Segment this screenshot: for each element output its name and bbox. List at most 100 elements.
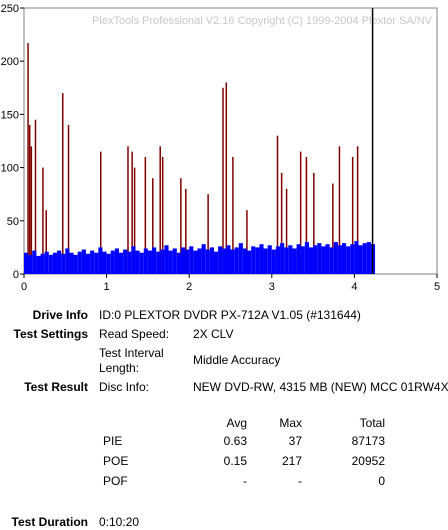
bar	[222, 248, 227, 274]
bar	[342, 243, 347, 274]
bar	[292, 248, 297, 274]
value: ID:0 PLEXTOR DVDR PX-712A V1.05 (#131644…	[99, 308, 361, 322]
bar	[189, 246, 194, 274]
bar	[218, 246, 223, 274]
bar	[185, 188, 187, 274]
bar	[296, 244, 301, 274]
y-tick-label: 100	[1, 163, 19, 175]
bar	[27, 43, 29, 274]
x-tick-label: 2	[186, 281, 192, 293]
stats-cell: PIE	[103, 434, 123, 448]
bar	[160, 249, 165, 274]
bar	[271, 249, 276, 274]
stats-cell: -	[243, 474, 247, 488]
bar	[350, 244, 355, 274]
watermark: PlexTools Professional V2.16 Copyright (…	[92, 15, 433, 27]
bar	[201, 244, 206, 274]
field: Test Interval Length:	[99, 346, 164, 375]
label: Test Settings	[13, 327, 88, 341]
bar	[143, 248, 148, 274]
bar	[44, 251, 49, 274]
bar	[127, 146, 129, 274]
bar	[172, 248, 177, 274]
bar	[313, 245, 318, 274]
bar	[67, 125, 70, 274]
bar	[168, 250, 173, 274]
stats-cell: POE	[103, 454, 129, 468]
bar	[225, 82, 228, 274]
bar	[284, 247, 289, 274]
bar	[362, 243, 367, 274]
value: 0:10:20	[99, 515, 140, 529]
bar	[114, 248, 119, 274]
bar	[45, 210, 47, 274]
bar	[61, 93, 64, 275]
bar	[366, 242, 371, 274]
bar	[77, 251, 82, 274]
bar	[230, 249, 235, 274]
label: Test Duration	[11, 515, 88, 529]
bar	[238, 243, 243, 274]
bar	[247, 250, 252, 274]
x-tick-label: 0	[21, 281, 27, 293]
bar	[246, 210, 248, 274]
bar	[329, 247, 334, 274]
bar	[263, 248, 268, 274]
bar	[127, 251, 132, 274]
value: 2X CLV	[193, 327, 234, 341]
bar	[321, 246, 326, 274]
bar	[52, 252, 58, 274]
bar	[34, 119, 37, 274]
bar	[159, 146, 161, 274]
bar	[337, 245, 343, 274]
bar	[133, 167, 136, 274]
bar	[85, 253, 91, 274]
bar	[313, 172, 315, 274]
bar	[81, 249, 86, 274]
label: Drive Info	[32, 308, 88, 322]
field: Read Speed:	[99, 327, 170, 341]
y-tick-label: 200	[1, 56, 19, 68]
bar	[222, 87, 224, 274]
bar	[259, 244, 264, 274]
bar	[285, 188, 288, 274]
plot-area	[23, 7, 438, 275]
bar	[305, 156, 308, 274]
bar	[139, 252, 144, 274]
stats-cell: Max	[279, 416, 302, 430]
bar	[48, 254, 53, 274]
x-tick-label: 1	[104, 281, 110, 293]
bar	[197, 248, 202, 274]
bar	[234, 247, 239, 274]
bar	[123, 249, 128, 274]
stats-cell: Total	[359, 416, 385, 430]
y-tick-label: 0	[13, 269, 19, 281]
bar	[299, 151, 302, 274]
bar	[144, 156, 147, 274]
bar	[226, 245, 231, 274]
bar	[152, 247, 157, 274]
stats-cell: 0	[378, 474, 385, 488]
bar	[90, 250, 95, 274]
bar	[161, 156, 164, 274]
x-tick-label: 5	[434, 281, 440, 293]
stats-cell: 20952	[351, 454, 385, 468]
y-tick-label: 250	[1, 3, 19, 15]
bar	[118, 252, 124, 274]
bar	[28, 254, 33, 274]
y-tick-label: 50	[7, 216, 19, 228]
bar	[164, 245, 169, 274]
bar	[135, 250, 140, 274]
stats-cell: -	[298, 474, 302, 488]
bar	[232, 156, 234, 274]
bar	[251, 246, 256, 274]
bar	[300, 246, 305, 274]
bar	[193, 250, 198, 274]
x-tick-label: 3	[269, 281, 275, 293]
bar	[209, 247, 214, 274]
stats-cell: 0.15	[223, 454, 247, 468]
bar	[288, 245, 293, 274]
stats-cell: 217	[281, 454, 302, 468]
stats-cell: 0.63	[223, 434, 247, 448]
